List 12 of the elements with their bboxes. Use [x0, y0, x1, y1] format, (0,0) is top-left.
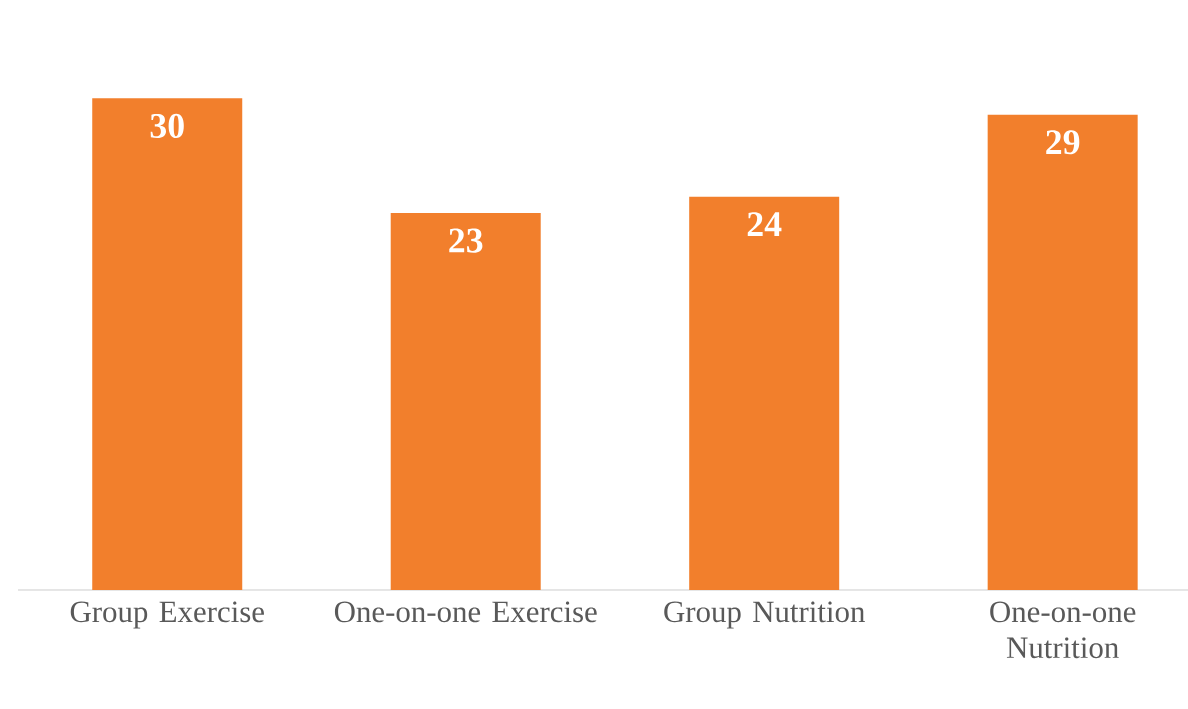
x-tick-label: Group Exercise	[70, 601, 264, 629]
data-label: 23	[449, 228, 483, 253]
bar	[390, 213, 541, 590]
data-label: 29	[1046, 130, 1080, 155]
bar	[92, 98, 243, 590]
x-tick-label: Group Nutrition	[664, 601, 865, 629]
x-tick-label: One-on-one Exercise	[334, 601, 597, 623]
x-tick-label: One-on-one Nutrition	[990, 601, 1136, 659]
data-label: 24	[747, 212, 782, 236]
data-label: 30	[150, 113, 184, 139]
bar	[689, 196, 840, 590]
bar	[987, 114, 1138, 590]
